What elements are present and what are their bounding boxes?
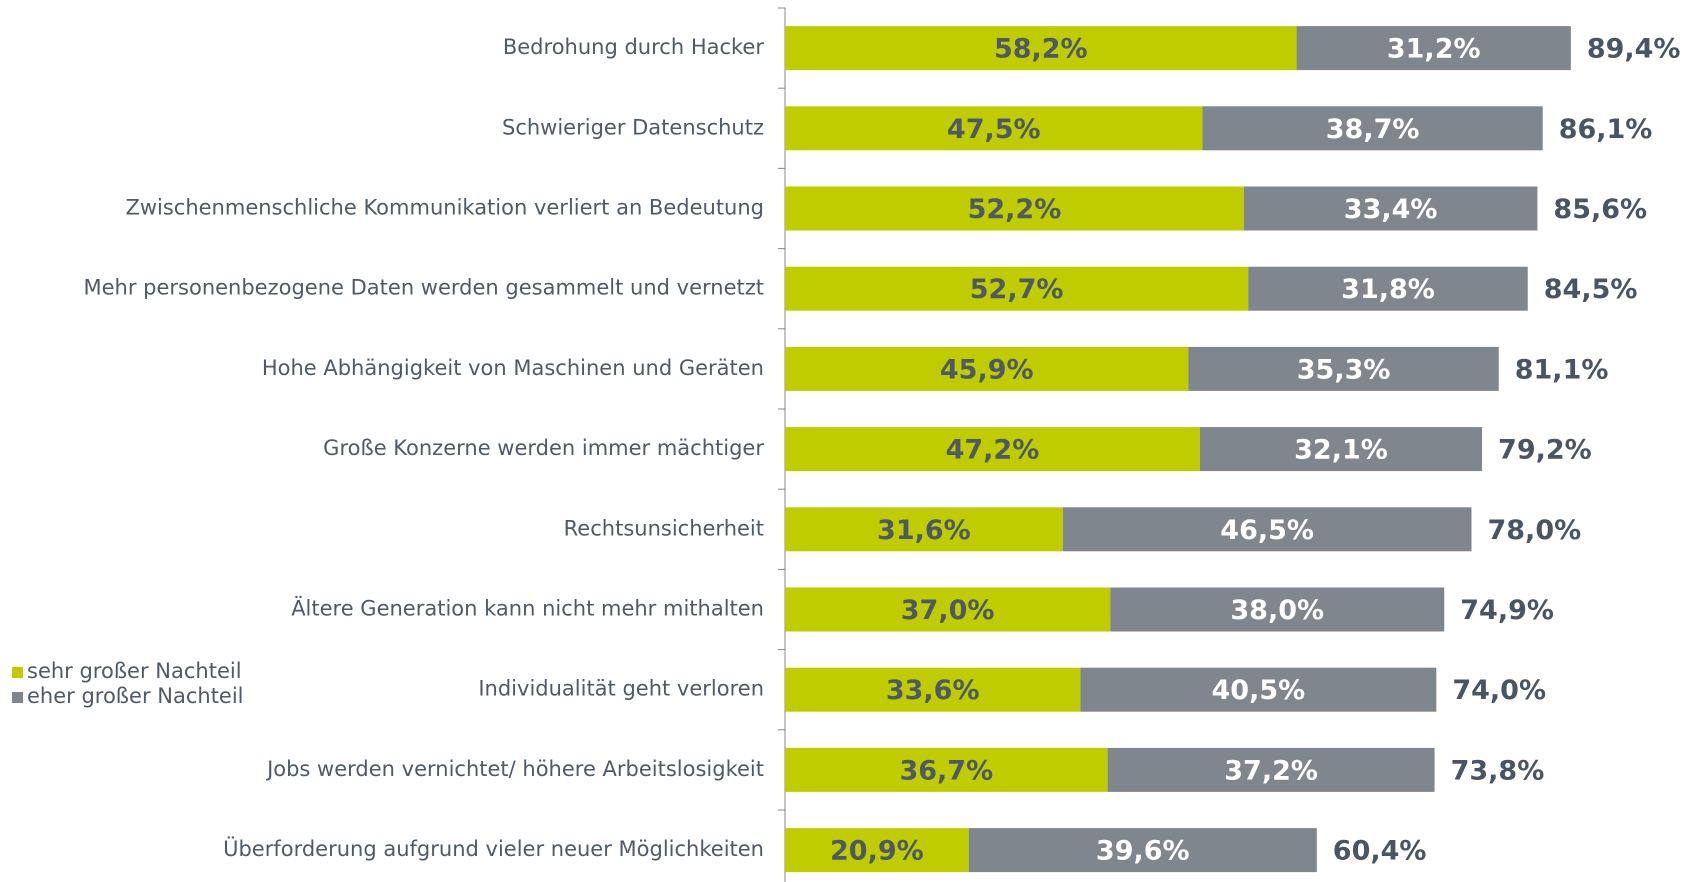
- value-label: 33,4%: [1344, 194, 1438, 225]
- legend-swatch: [12, 692, 23, 703]
- legend-label: sehr großer Nachteil: [27, 659, 242, 683]
- bar-segment: [968, 828, 1317, 873]
- bar-segment: [785, 346, 1189, 391]
- total-label: 81,1%: [1515, 354, 1609, 385]
- value-label: 52,7%: [970, 274, 1064, 305]
- legend-label: eher großer Nachteil: [27, 684, 244, 708]
- bar-segment: [785, 828, 969, 873]
- value-label: 37,2%: [1224, 755, 1318, 786]
- value-label: 58,2%: [994, 34, 1088, 65]
- value-label: 40,5%: [1212, 675, 1306, 706]
- value-label: 31,8%: [1341, 274, 1435, 305]
- bar-segment: [1202, 106, 1543, 151]
- value-label: 47,5%: [947, 114, 1041, 145]
- bar-segment: [785, 26, 1297, 71]
- bar-segment: [1243, 186, 1538, 231]
- value-label: 39,6%: [1096, 836, 1190, 867]
- total-label: 79,2%: [1498, 435, 1592, 466]
- value-label: 20,9%: [830, 836, 924, 867]
- bar-segment: [785, 106, 1203, 151]
- bar-segment: [785, 507, 1063, 552]
- bar-segment: [1110, 587, 1445, 632]
- bar-segment: [1199, 427, 1483, 472]
- value-label: 46,5%: [1220, 515, 1314, 546]
- bar-segment: [785, 587, 1111, 632]
- category-label: Jobs werden vernichtet/ höhere Arbeitslo…: [265, 757, 764, 781]
- bar-segment: [1107, 747, 1435, 792]
- bar-segment: [1062, 507, 1472, 552]
- total-label: 78,0%: [1487, 515, 1581, 546]
- value-label: 32,1%: [1294, 435, 1388, 466]
- category-label: Mehr personenbezogene Daten werden gesam…: [83, 276, 764, 300]
- category-label: Zwischenmenschliche Kommunikation verlie…: [125, 196, 764, 220]
- total-label: 89,4%: [1587, 34, 1681, 65]
- value-label: 45,9%: [940, 354, 1034, 385]
- category-label: Hohe Abhängigkeit von Maschinen und Gerä…: [262, 356, 764, 380]
- bar-segment: [785, 186, 1244, 231]
- bar-segment: [785, 427, 1200, 472]
- value-label: 35,3%: [1297, 354, 1391, 385]
- value-label: 36,7%: [899, 755, 993, 786]
- bar-segment: [1296, 26, 1571, 71]
- bar-segment: [785, 266, 1249, 311]
- category-label: Ältere Generation kann nicht mehr mithal…: [291, 596, 764, 621]
- bar-segment: [1188, 346, 1499, 391]
- total-label: 84,5%: [1544, 274, 1638, 305]
- value-label: 31,2%: [1387, 34, 1481, 65]
- category-label: Rechtsunsicherheit: [564, 516, 764, 540]
- value-label: 38,0%: [1230, 595, 1324, 626]
- value-label: 37,0%: [901, 595, 995, 626]
- category-label: Überforderung aufgrund vieler neuer Mögl…: [223, 836, 764, 861]
- category-label: Schwieriger Datenschutz: [502, 115, 764, 139]
- total-label: 74,0%: [1452, 675, 1546, 706]
- bar-segment: [785, 667, 1081, 712]
- value-label: 33,6%: [886, 675, 980, 706]
- total-label: 85,6%: [1553, 194, 1647, 225]
- total-label: 86,1%: [1559, 114, 1653, 145]
- category-label: Individualität geht verloren: [478, 677, 764, 701]
- value-label: 47,2%: [946, 435, 1040, 466]
- total-label: 73,8%: [1451, 755, 1545, 786]
- total-label: 60,4%: [1333, 836, 1427, 867]
- bar-segment: [785, 747, 1108, 792]
- category-label: Große Konzerne werden immer mächtiger: [323, 436, 764, 460]
- category-label: Bedrohung durch Hacker: [503, 35, 764, 59]
- legend-swatch: [12, 667, 23, 678]
- bar-segment: [1080, 667, 1437, 712]
- value-label: 38,7%: [1326, 114, 1420, 145]
- total-label: 74,9%: [1460, 595, 1554, 626]
- value-label: 52,2%: [968, 194, 1062, 225]
- bar-segment: [1248, 266, 1528, 311]
- value-label: 31,6%: [877, 515, 971, 546]
